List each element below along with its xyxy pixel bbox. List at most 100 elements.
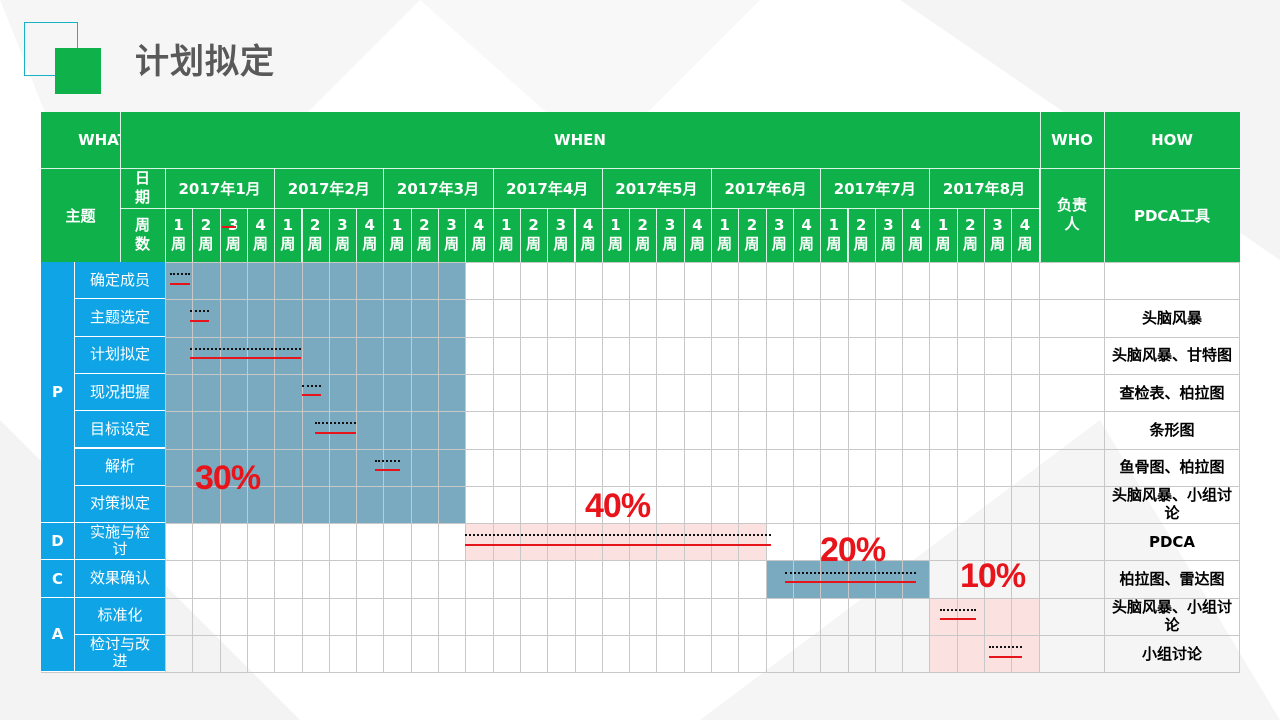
week-unit: 周 [334, 235, 350, 253]
actual-bar [301, 394, 321, 397]
week-number: 2 [309, 216, 321, 234]
task-text: 确定成员 [89, 270, 150, 289]
week-number: 2 [855, 216, 867, 234]
task-label: 实施与检讨 [74, 523, 165, 561]
week-number: 2 [200, 216, 212, 234]
grid-line [41, 672, 1240, 673]
month-header: 2017年2月 [274, 168, 384, 208]
page-title: 计划拟定 [135, 42, 275, 82]
week-number: 3 [446, 216, 457, 234]
tool-text: 鱼骨图、柏拉图 [1119, 458, 1225, 477]
tool-text: 头脑风暴、甘特图 [1112, 346, 1233, 365]
header-divider [711, 168, 712, 262]
task-label: 检讨与改进 [74, 635, 165, 673]
week-unit: 周 [307, 235, 323, 253]
week-number: 1 [719, 216, 730, 234]
actual-bar [315, 431, 357, 434]
header-divider [329, 208, 330, 262]
header-divider [875, 208, 876, 262]
week-number: 1 [937, 216, 949, 234]
grid-line [302, 262, 303, 673]
week-number: 4 [255, 216, 266, 234]
grid-line [602, 262, 603, 673]
grid-line [1104, 262, 1105, 673]
week-unit: 周 [744, 235, 760, 253]
week-number: 3 [664, 216, 676, 234]
grid-line [74, 299, 1240, 300]
week-number: 4 [473, 216, 485, 234]
header-divider [629, 208, 630, 262]
act-percentage: 10% [960, 557, 1026, 595]
grid-line [520, 262, 521, 673]
tool-cell: 鱼骨图、柏拉图 [1104, 449, 1240, 486]
grid-line [929, 262, 930, 673]
do-phase-shade [465, 523, 766, 561]
phase-label: C [41, 560, 74, 598]
month-header: 2017年7月 [820, 168, 930, 208]
grid-line [438, 262, 439, 673]
grid-line [411, 262, 412, 673]
week-label-text: 周数 [134, 216, 150, 253]
week-number: 4 [692, 216, 703, 234]
week-number: 3 [337, 216, 348, 234]
week-number: 1 [828, 216, 840, 234]
plan-bar [301, 385, 321, 388]
header-divider [274, 168, 275, 262]
week-number: 3 [883, 216, 894, 234]
tool-cell: 头脑风暴、甘特图 [1104, 337, 1240, 374]
tool-text: 小组讨论 [1141, 644, 1202, 663]
week-unit: 周 [171, 235, 187, 253]
task-label: 效果确认 [74, 560, 165, 598]
week-unit: 周 [198, 235, 214, 253]
date-label-text: 日期 [134, 169, 150, 206]
header-theme: 主题 [41, 168, 120, 262]
grid-line [74, 560, 1240, 561]
week-unit: 周 [662, 235, 678, 253]
plan-bar [189, 347, 302, 350]
grid-line [902, 262, 903, 673]
task-label: 现况把握 [74, 373, 165, 412]
week-unit: 周 [853, 235, 869, 253]
grid-line [575, 262, 576, 673]
header-divider [766, 208, 767, 262]
week-unit: 周 [1017, 235, 1033, 253]
week-unit: 周 [553, 235, 569, 253]
task-text: 目标设定 [89, 419, 150, 438]
week-number: 2 [965, 216, 976, 234]
do-percentage: 40% [585, 487, 651, 525]
grid-line [192, 262, 193, 673]
plan-percentage: 30% [195, 459, 261, 497]
week-number: 2 [746, 216, 758, 234]
month-header: 2017年8月 [929, 168, 1039, 208]
actual-bar [989, 655, 1023, 658]
task-label: 确定成员 [74, 262, 165, 300]
task-label: 主题选定 [74, 299, 165, 337]
month-header: 2017年6月 [711, 168, 821, 208]
week-unit: 周 [799, 235, 815, 253]
tool-text: 查检表、柏拉图 [1119, 383, 1225, 402]
week-unit: 周 [416, 235, 432, 253]
grid-line [848, 262, 849, 673]
task-label: 目标设定 [74, 411, 165, 449]
grid-line [738, 262, 739, 673]
week-unit: 周 [689, 235, 705, 253]
header-divider [957, 208, 958, 262]
grid-line [74, 337, 1240, 338]
header-divider [493, 168, 494, 262]
